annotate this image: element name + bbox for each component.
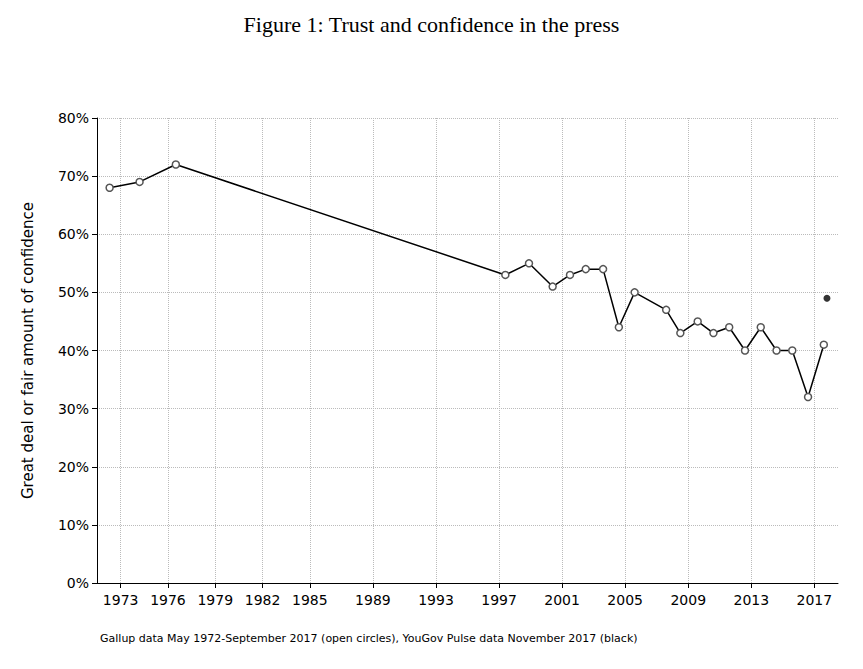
svg-text:1982: 1982 — [245, 592, 281, 608]
svg-text:1985: 1985 — [292, 592, 328, 608]
svg-text:Gallup data May 1972-September: Gallup data May 1972-September 2017 (ope… — [100, 632, 638, 645]
svg-text:1973: 1973 — [103, 592, 139, 608]
svg-text:60%: 60% — [58, 226, 89, 242]
svg-text:10%: 10% — [58, 517, 89, 533]
svg-text:1979: 1979 — [197, 592, 233, 608]
svg-text:70%: 70% — [58, 168, 89, 184]
svg-text:Figure 1: Trust and confidence: Figure 1: Trust and confidence in the pr… — [244, 12, 620, 37]
svg-text:50%: 50% — [58, 284, 89, 300]
svg-text:1989: 1989 — [355, 592, 391, 608]
svg-text:0%: 0% — [67, 575, 89, 591]
svg-text:2009: 2009 — [670, 592, 706, 608]
svg-text:2017: 2017 — [797, 592, 833, 608]
svg-text:1997: 1997 — [481, 592, 517, 608]
svg-text:80%: 80% — [58, 110, 89, 126]
svg-text:1976: 1976 — [150, 592, 186, 608]
svg-text:30%: 30% — [58, 401, 89, 417]
svg-text:2013: 2013 — [733, 592, 769, 608]
svg-text:2001: 2001 — [544, 592, 580, 608]
svg-text:2005: 2005 — [607, 592, 643, 608]
svg-text:Great deal or fair amount of c: Great deal or fair amount of confidence — [19, 202, 37, 499]
svg-text:1993: 1993 — [418, 592, 454, 608]
svg-text:40%: 40% — [58, 343, 89, 359]
svg-text:20%: 20% — [58, 459, 89, 475]
